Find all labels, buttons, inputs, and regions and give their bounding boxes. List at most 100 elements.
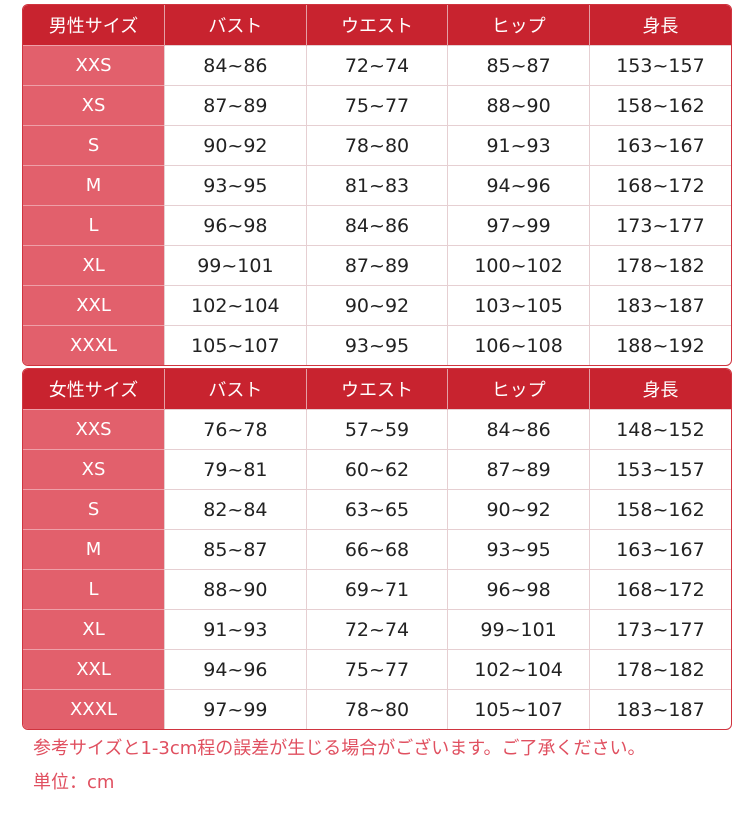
table-row: XXS 76~78 57~59 84~86 148~152: [23, 409, 731, 450]
measurement-cell: 91~93: [164, 609, 307, 650]
table-row: S 82~84 63~65 90~92 158~162: [23, 489, 731, 530]
womens-size-table: 女性サイズ バスト ウエスト ヒップ 身長 XXS 76~78 57~59 84~86 148~1…: [22, 368, 732, 730]
size-label: XL: [23, 245, 166, 286]
unit-note: 単位：cm: [33, 772, 115, 793]
measurement-cell: 78~80: [306, 689, 449, 729]
table-row: L 88~90 69~71 96~98 168~172: [23, 569, 731, 610]
size-label: XL: [23, 609, 166, 650]
column-header: 女性サイズ: [23, 369, 166, 410]
table-row: XL 91~93 72~74 99~101 173~177: [23, 609, 731, 650]
column-header: 男性サイズ: [23, 5, 166, 46]
measurement-cell: 66~68: [306, 529, 449, 570]
measurement-cell: 97~99: [164, 689, 307, 729]
measurement-cell: 84~86: [447, 409, 590, 450]
column-header: ウエスト: [306, 369, 449, 410]
measurement-cell: 93~95: [447, 529, 590, 570]
measurement-cell: 76~78: [164, 409, 307, 450]
measurement-cell: 60~62: [306, 449, 449, 490]
measurement-cell: 88~90: [447, 85, 590, 126]
measurement-cell: 87~89: [447, 449, 590, 490]
size-label: L: [23, 205, 166, 246]
measurement-cell: 82~84: [164, 489, 307, 530]
size-label: XS: [23, 85, 166, 126]
measurement-cell: 75~77: [306, 649, 449, 690]
column-header: バスト: [164, 369, 307, 410]
table-row: XS 87~89 75~77 88~90 158~162: [23, 85, 731, 126]
measurement-cell: 99~101: [447, 609, 590, 650]
column-header: ヒップ: [447, 369, 590, 410]
measurement-cell: 158~162: [589, 489, 731, 530]
measurement-cell: 158~162: [589, 85, 731, 126]
measurement-cell: 93~95: [306, 325, 449, 365]
measurement-cell: 153~157: [589, 45, 731, 86]
measurement-cell: 96~98: [164, 205, 307, 246]
measurement-cell: 173~177: [589, 205, 731, 246]
size-label: S: [23, 489, 166, 530]
disclaimer-note: 参考サイズと1-3cm程の誤差が生じる場合がございます。ご了承ください。: [33, 738, 646, 759]
measurement-cell: 153~157: [589, 449, 731, 490]
measurement-cell: 100~102: [447, 245, 590, 286]
measurement-cell: 84~86: [164, 45, 307, 86]
table-row: XL 99~101 87~89 100~102 178~182: [23, 245, 731, 286]
table-row: S 90~92 78~80 91~93 163~167: [23, 125, 731, 166]
measurement-cell: 99~101: [164, 245, 307, 286]
measurement-cell: 90~92: [164, 125, 307, 166]
table-row: XXL 94~96 75~77 102~104 178~182: [23, 649, 731, 690]
measurement-cell: 96~98: [447, 569, 590, 610]
column-header: バスト: [164, 5, 307, 46]
measurement-cell: 87~89: [164, 85, 307, 126]
measurement-cell: 163~167: [589, 529, 731, 570]
column-header: 身長: [589, 5, 731, 46]
measurement-cell: 94~96: [447, 165, 590, 206]
size-label: XXXL: [23, 325, 166, 365]
header-row: 女性サイズ バスト ウエスト ヒップ 身長: [23, 369, 731, 410]
measurement-cell: 72~74: [306, 45, 449, 86]
column-header: ヒップ: [447, 5, 590, 46]
measurement-cell: 178~182: [589, 649, 731, 690]
size-label: M: [23, 165, 166, 206]
size-label: M: [23, 529, 166, 570]
table-row: XS 79~81 60~62 87~89 153~157: [23, 449, 731, 490]
measurement-cell: 84~86: [306, 205, 449, 246]
measurement-cell: 85~87: [164, 529, 307, 570]
measurement-cell: 97~99: [447, 205, 590, 246]
measurement-cell: 91~93: [447, 125, 590, 166]
measurement-cell: 78~80: [306, 125, 449, 166]
table-row: M 85~87 66~68 93~95 163~167: [23, 529, 731, 570]
measurement-cell: 94~96: [164, 649, 307, 690]
measurement-cell: 168~172: [589, 165, 731, 206]
table-row: XXXL 97~99 78~80 105~107 183~187: [23, 689, 731, 729]
header-row: 男性サイズ バスト ウエスト ヒップ 身長: [23, 5, 731, 46]
measurement-cell: 188~192: [589, 325, 731, 365]
table-row: M 93~95 81~83 94~96 168~172: [23, 165, 731, 206]
table-row: XXL 102~104 90~92 103~105 183~187: [23, 285, 731, 326]
measurement-cell: 90~92: [447, 489, 590, 530]
measurement-cell: 93~95: [164, 165, 307, 206]
measurement-cell: 178~182: [589, 245, 731, 286]
measurement-cell: 102~104: [164, 285, 307, 326]
measurement-cell: 105~107: [447, 689, 590, 729]
size-label: XXL: [23, 649, 166, 690]
measurement-cell: 102~104: [447, 649, 590, 690]
measurement-cell: 85~87: [447, 45, 590, 86]
measurement-cell: 173~177: [589, 609, 731, 650]
size-label: XS: [23, 449, 166, 490]
measurement-cell: 79~81: [164, 449, 307, 490]
measurement-cell: 69~71: [306, 569, 449, 610]
size-label: XXXL: [23, 689, 166, 729]
size-label: XXL: [23, 285, 166, 326]
measurement-cell: 168~172: [589, 569, 731, 610]
size-label: L: [23, 569, 166, 610]
column-header: ウエスト: [306, 5, 449, 46]
table-row: XXXL 105~107 93~95 106~108 188~192: [23, 325, 731, 365]
table-row: XXS 84~86 72~74 85~87 153~157: [23, 45, 731, 86]
measurement-cell: 105~107: [164, 325, 307, 365]
measurement-cell: 183~187: [589, 285, 731, 326]
size-label: XXS: [23, 409, 166, 450]
measurement-cell: 87~89: [306, 245, 449, 286]
measurement-cell: 57~59: [306, 409, 449, 450]
measurement-cell: 106~108: [447, 325, 590, 365]
column-header: 身長: [589, 369, 731, 410]
size-label: S: [23, 125, 166, 166]
measurement-cell: 72~74: [306, 609, 449, 650]
